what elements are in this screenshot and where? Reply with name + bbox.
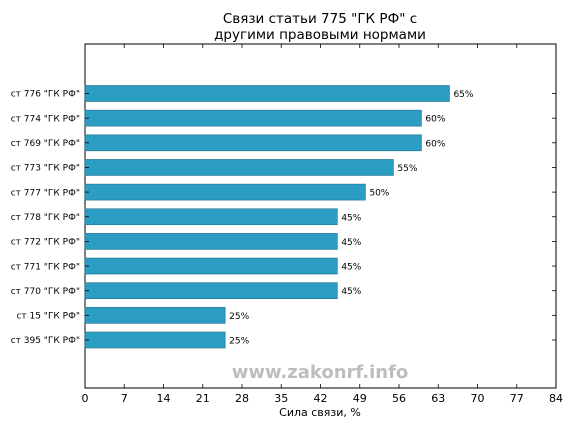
x-tick-label: 14 [157, 392, 171, 405]
x-tick-label: 35 [274, 392, 288, 405]
bar-value-label: 60% [425, 139, 445, 149]
x-tick-label: 63 [431, 392, 445, 405]
bar-value-label: 25% [229, 337, 249, 347]
category-label: ст 778 "ГК РФ" [11, 213, 80, 223]
bar [84, 183, 366, 201]
bar-value-label: 45% [341, 213, 361, 223]
bar [84, 159, 394, 176]
bar-value-label: 50% [369, 189, 389, 199]
bar-value-label: 45% [341, 287, 361, 297]
bar [84, 282, 338, 300]
category-label: ст 770 "ГК РФ" [11, 287, 80, 297]
bar [84, 307, 226, 324]
x-tick-label: 56 [392, 392, 406, 405]
category-label: ст 772 "ГК РФ" [11, 238, 80, 248]
bar [84, 331, 226, 349]
category-label: ст 777 "ГК РФ" [11, 188, 80, 198]
category-label: ст 769 "ГК РФ" [11, 139, 80, 149]
x-tick-label: 42 [314, 392, 328, 405]
bar-value-label: 60% [425, 115, 445, 125]
category-label: ст 776 "ГК РФ" [11, 90, 80, 100]
category-label: ст 771 "ГК РФ" [11, 262, 80, 272]
bar [84, 109, 422, 127]
bar [84, 233, 338, 250]
x-tick-label: 77 [510, 392, 524, 405]
bar [84, 85, 450, 102]
chart-title-line-2: другими правовыми нормами [214, 27, 426, 43]
watermark-text: www.zakonrf.info [232, 362, 409, 383]
x-axis-label: Сила связи, % [279, 406, 361, 419]
bar-value-label: 45% [341, 238, 361, 248]
category-label: ст 15 "ГК РФ" [16, 312, 80, 322]
chart-title-line-1: Связи статьи 775 "ГК РФ" с [223, 11, 417, 27]
bar-value-label: 65% [453, 90, 473, 100]
category-label: ст 773 "ГК РФ" [11, 164, 80, 174]
x-tick-label: 28 [235, 392, 249, 405]
bar-value-label: 25% [229, 312, 249, 322]
bar-value-label: 55% [397, 164, 417, 174]
bar [84, 257, 338, 275]
x-tick-label: 7 [121, 392, 128, 405]
x-tick-label: 21 [196, 392, 210, 405]
x-tick-label: 70 [471, 392, 485, 405]
x-tick-label: 84 [549, 392, 563, 405]
category-labels: ст 776 "ГК РФ" ст 774 "ГК РФ" ст 769 "ГК Р… [11, 90, 556, 346]
x-tick-label: 0 [82, 392, 89, 405]
bar-value-label: 45% [341, 263, 361, 273]
bar [84, 208, 338, 226]
x-axis-ticks: 0 7 14 21 28 35 42 49 56 63 70 77 84 [82, 44, 563, 405]
category-label: ст 395 "ГК РФ" [11, 336, 80, 346]
bar [84, 134, 422, 152]
x-tick-label: 49 [353, 392, 367, 405]
category-label: ст 774 "ГК РФ" [11, 114, 80, 124]
